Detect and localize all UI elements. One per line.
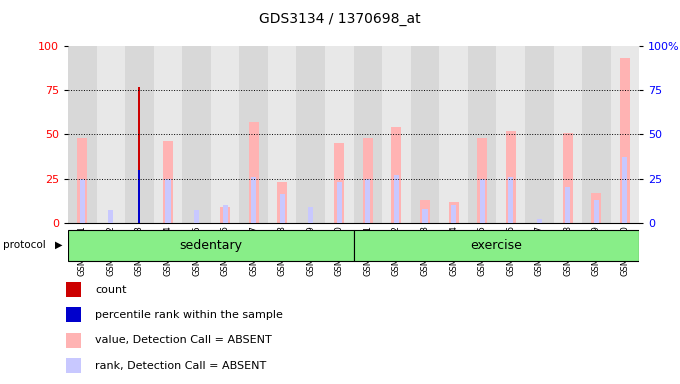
Text: value, Detection Call = ABSENT: value, Detection Call = ABSENT	[95, 335, 272, 345]
Bar	[508, 177, 513, 223]
Text: sedentary: sedentary	[180, 238, 242, 252]
Bar	[165, 179, 171, 223]
Bar	[182, 46, 211, 223]
Bar	[211, 46, 239, 223]
Bar	[451, 205, 456, 223]
Bar	[563, 132, 573, 223]
Text: exercise: exercise	[471, 238, 522, 252]
Bar	[354, 46, 382, 223]
Bar	[496, 46, 525, 223]
Bar	[439, 46, 468, 223]
Bar	[139, 170, 140, 223]
Bar	[66, 358, 81, 373]
Bar	[296, 46, 325, 223]
Bar	[468, 46, 496, 223]
Bar	[66, 282, 81, 297]
Bar	[97, 46, 125, 223]
Bar	[394, 175, 399, 223]
Bar	[335, 143, 344, 223]
Bar	[66, 333, 81, 348]
Bar	[279, 194, 285, 223]
Bar	[139, 87, 140, 223]
Text: GDS3134 / 1370698_at: GDS3134 / 1370698_at	[259, 12, 421, 25]
Bar	[479, 179, 485, 223]
Bar	[66, 308, 81, 323]
Text: protocol: protocol	[3, 240, 46, 250]
Bar	[80, 179, 85, 223]
Bar	[78, 138, 87, 223]
Bar	[154, 46, 182, 223]
Bar	[354, 230, 639, 261]
Bar	[506, 131, 515, 223]
Bar	[220, 207, 230, 223]
Bar	[620, 58, 630, 223]
Bar	[337, 182, 342, 223]
Bar	[594, 200, 599, 223]
Bar	[125, 46, 154, 223]
Bar	[163, 141, 173, 223]
Bar	[422, 209, 428, 223]
Bar	[477, 138, 487, 223]
Bar	[268, 46, 296, 223]
Text: percentile rank within the sample: percentile rank within the sample	[95, 310, 283, 320]
Bar	[194, 210, 199, 223]
Bar	[365, 179, 371, 223]
Bar	[411, 46, 439, 223]
Bar	[525, 46, 554, 223]
Bar	[537, 219, 542, 223]
Text: rank, Detection Call = ABSENT: rank, Detection Call = ABSENT	[95, 361, 267, 371]
Bar	[363, 138, 373, 223]
Text: ▶: ▶	[55, 240, 63, 250]
Bar	[68, 46, 97, 223]
Bar	[611, 46, 639, 223]
Bar	[108, 210, 114, 223]
Bar	[251, 177, 256, 223]
Bar	[592, 193, 601, 223]
Bar	[420, 200, 430, 223]
Bar	[449, 202, 458, 223]
Bar	[325, 46, 354, 223]
Bar	[68, 230, 354, 261]
Bar	[392, 127, 401, 223]
Bar	[382, 46, 411, 223]
Bar	[622, 157, 628, 223]
Bar	[249, 122, 258, 223]
Bar	[222, 205, 228, 223]
Bar	[308, 207, 313, 223]
Bar	[582, 46, 611, 223]
Bar	[554, 46, 582, 223]
Bar	[239, 46, 268, 223]
Bar	[565, 187, 571, 223]
Bar	[277, 182, 287, 223]
Text: count: count	[95, 285, 127, 295]
